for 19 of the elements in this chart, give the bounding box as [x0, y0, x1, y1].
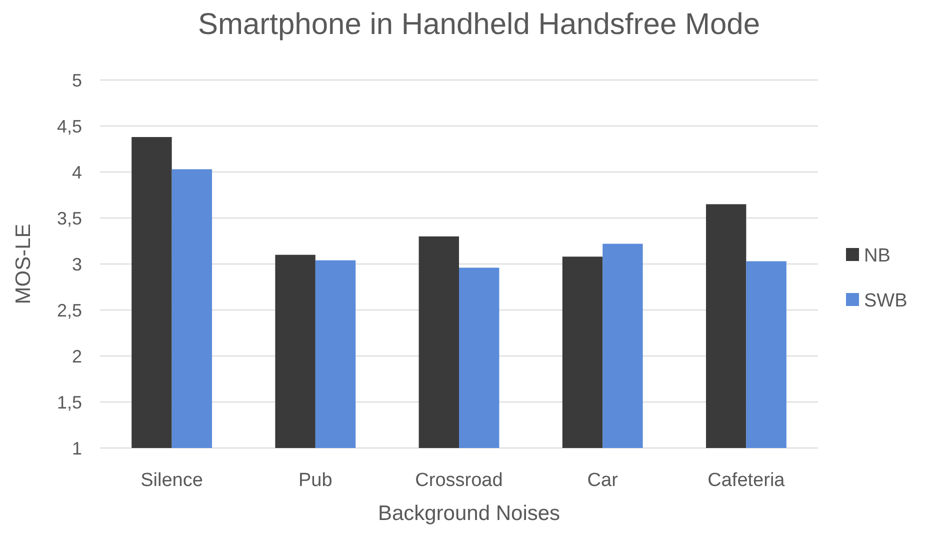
- x-tick-label: Pub: [298, 470, 332, 491]
- y-axis-title: MOS-LE: [12, 224, 35, 304]
- x-tick-label: Cafeteria: [708, 470, 786, 491]
- legend-label: NB: [864, 246, 890, 267]
- legend-label: SWB: [864, 290, 908, 312]
- y-tick-label: 2,5: [56, 300, 82, 320]
- y-tick-label: 2: [72, 346, 82, 366]
- chart-title: Smartphone in Handheld Handsfree Mode: [198, 8, 760, 41]
- y-tick-label: 3: [72, 254, 82, 274]
- y-tick-label: 4,5: [56, 116, 82, 136]
- x-tick-label: Crossroad: [415, 470, 503, 491]
- x-tick-label: Silence: [140, 470, 203, 491]
- y-tick-label: 4: [72, 162, 82, 182]
- y-tick-label: 5: [72, 70, 82, 90]
- x-tick-label: Car: [587, 470, 619, 491]
- y-tick-label: 3,5: [56, 208, 82, 228]
- y-tick-label: 1: [72, 438, 82, 458]
- x-axis-title: Background Noises: [378, 502, 560, 525]
- y-tick-label: 1,5: [56, 392, 82, 412]
